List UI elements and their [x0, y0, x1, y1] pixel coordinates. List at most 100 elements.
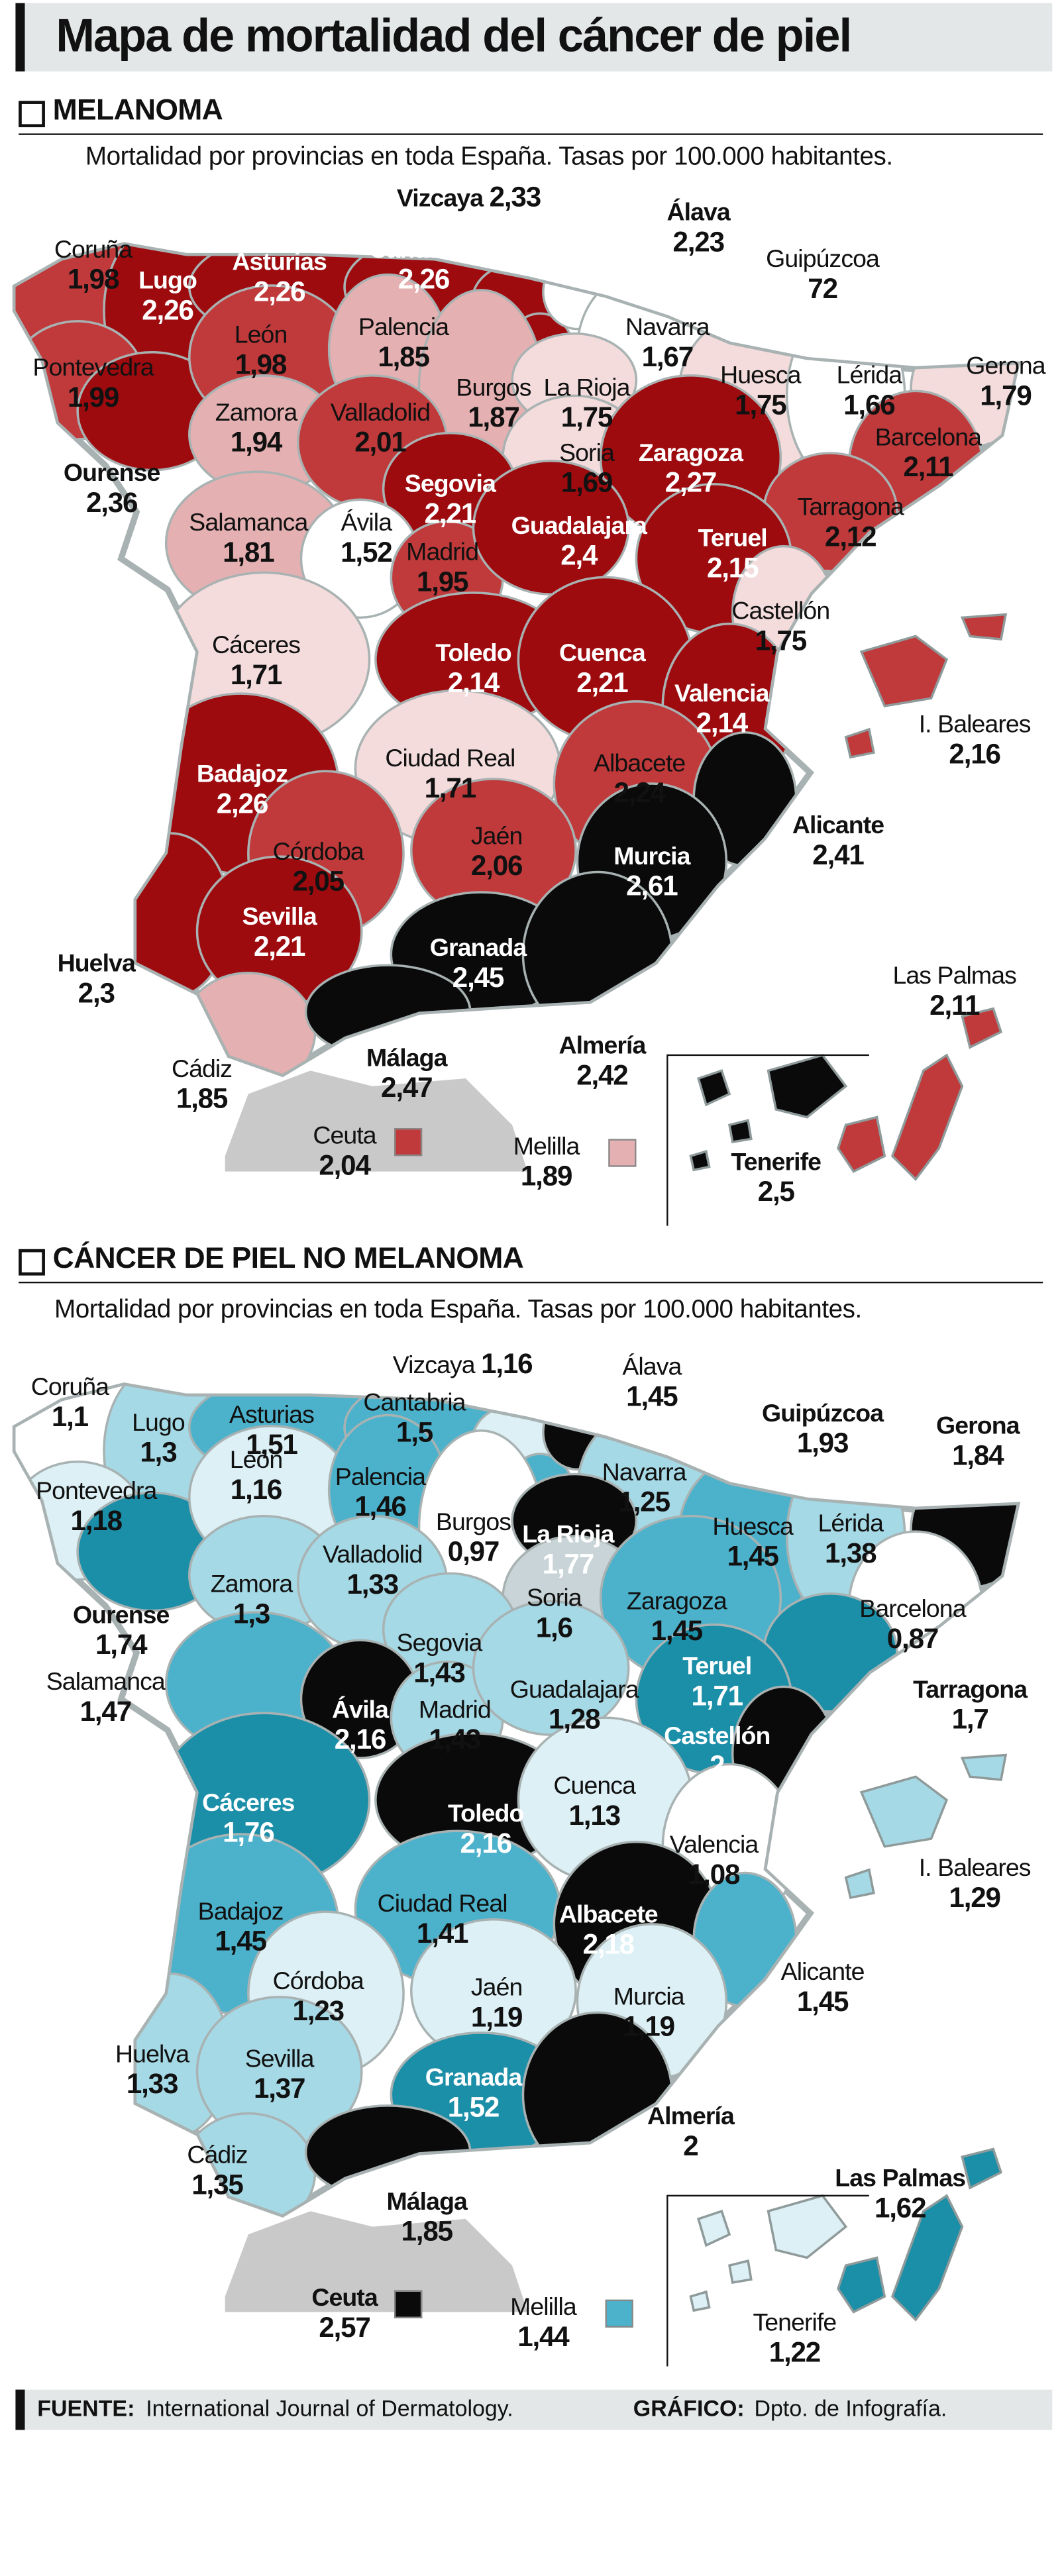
province-name: Cuenca — [559, 641, 646, 668]
province-name: Ourense — [63, 460, 160, 488]
province-value: 1,16 — [481, 1348, 533, 1380]
province-label: Barcelona 2,11 — [875, 424, 982, 483]
province-value: 1,71 — [691, 1680, 744, 1712]
province-label: Huesca 1,75 — [720, 362, 801, 421]
province-name: Huesca — [712, 1514, 793, 1541]
province-label: Sevilla 2,21 — [242, 903, 317, 962]
province-value: 2,3 — [78, 977, 115, 1009]
province-value: 1,38 — [825, 1537, 877, 1569]
las-palmas-island-shape — [961, 1007, 1003, 1049]
province-value: 1,89 — [520, 1160, 573, 1192]
province-value: 1,08 — [688, 1859, 741, 1890]
province-label: I. Baleares 2,16 — [919, 711, 1032, 770]
province-name: Vizcaya — [392, 1353, 476, 1380]
province-name: Badajoz — [197, 1899, 284, 1926]
province-value: 2,45 — [452, 962, 505, 994]
province-name: Tenerife — [731, 1149, 822, 1176]
province-value: 2,26 — [253, 276, 306, 307]
province-value: 1,67 — [641, 341, 694, 373]
checkbox-square-icon — [19, 101, 45, 128]
province-value: 1,28 — [549, 1704, 601, 1735]
province-value: 0,87 — [886, 1623, 939, 1655]
province-label: Albacete 2,24 — [594, 749, 686, 809]
province-name: Jaén — [470, 1975, 523, 2002]
province-label: Segovia 2,21 — [405, 470, 496, 529]
province-label: Murcia 1,19 — [613, 1983, 685, 2042]
province-value: 2,33 — [489, 181, 542, 213]
baleares-island-shape — [844, 727, 875, 759]
tenerife-island-shape — [689, 1149, 711, 1172]
province-value: 1,5 — [396, 1416, 433, 1448]
graphic-label: GRÁFICO: — [633, 2397, 745, 2422]
province-name: Lérida — [818, 1511, 884, 1538]
province-name: Teruel — [698, 526, 768, 552]
province-label: Soria 1,6 — [527, 1584, 582, 1643]
province-label: Ciudad Real 1,71 — [385, 745, 515, 803]
province-label: Córdoba 2,05 — [273, 838, 364, 897]
province-name: Las Palmas — [835, 2166, 966, 2193]
province-value: 2,36 — [85, 487, 138, 519]
province-value: 1,74 — [95, 1629, 148, 1661]
province-value: 2,26 — [398, 264, 450, 295]
province-name: Pontevedra — [36, 1478, 157, 1506]
province-value: 1,93 — [796, 1427, 849, 1459]
province-label: Pontevedra 1,18 — [36, 1477, 157, 1537]
province-value: 1,85 — [378, 341, 430, 373]
province-name: Segovia — [404, 472, 496, 498]
tenerife-island-shape — [727, 1119, 753, 1144]
province-value: 1,71 — [424, 772, 477, 804]
ceuta-color-square — [394, 2290, 423, 2318]
province-value: 1,62 — [874, 2192, 927, 2224]
section-melanoma-heading: MELANOMA — [19, 93, 1043, 135]
province-value: 1,7 — [951, 1704, 989, 1735]
province-name: La Rioja — [543, 375, 630, 402]
province-value: 1,75 — [755, 625, 808, 656]
province-name: Alicante — [792, 813, 884, 840]
province-value: 0,97 — [447, 1536, 500, 1568]
province-label: Valladolid 2,01 — [331, 399, 431, 458]
province-value: 1,33 — [346, 1569, 399, 1600]
province-name: Salamanca — [46, 1669, 166, 1696]
province-label: Toledo 2,14 — [435, 639, 511, 698]
province-label: Pontevedra 1,99 — [32, 354, 154, 413]
province-label: Guipúzcoa 72 — [766, 245, 880, 304]
province-name: Málaga — [386, 2189, 467, 2216]
province-name: Badajoz — [196, 762, 288, 789]
province-label: Granada 1,52 — [425, 2064, 522, 2123]
province-label: Ourense 2,36 — [64, 459, 160, 518]
province-name: Huelva — [115, 2041, 189, 2069]
province-name: Lugo — [132, 1410, 186, 1437]
melilla-color-square — [605, 2299, 633, 2328]
province-value: 2 — [683, 2130, 698, 2162]
province-label: Cádiz 1,85 — [172, 1055, 233, 1114]
province-name: Toledo — [448, 1801, 524, 1828]
las-palmas-island-shape — [837, 1115, 886, 1173]
province-name: Tenerife — [753, 2310, 837, 2337]
province-value: 1,43 — [413, 1657, 466, 1688]
tenerife-island-shape — [767, 1053, 848, 1119]
province-label: Burgos 1,87 — [456, 374, 531, 433]
province-value: 1,99 — [67, 382, 120, 413]
province-label: Coruña 1,1 — [31, 1373, 109, 1432]
province-value: 1,43 — [429, 1724, 482, 1755]
province-label: Valladolid 1,33 — [323, 1541, 423, 1600]
province-shapes — [12, 242, 1021, 1226]
province-name: Gerona — [966, 354, 1045, 380]
province-name: Guadalajara — [511, 513, 647, 541]
province-value: 2,05 — [292, 866, 345, 898]
province-label: Málaga 2,47 — [366, 1045, 447, 1104]
province-name: Ávila — [341, 510, 393, 537]
province-label: Zaragoza 1,45 — [627, 1587, 727, 1646]
province-label: Ávila 1,52 — [341, 509, 393, 568]
province-value: 1,81 — [223, 537, 275, 568]
province-value: 2,24 — [613, 777, 666, 809]
province-name: León — [229, 1447, 284, 1474]
province-label: Asturias 1,51 — [229, 1401, 315, 1460]
province-value: 1,18 — [70, 1505, 123, 1537]
province-label: La Rioja 1,77 — [522, 1521, 614, 1580]
province-value: 1,79 — [980, 380, 1032, 411]
province-label: Burgos 0,97 — [436, 1508, 511, 1567]
baleares-island-shape — [960, 613, 1008, 641]
province-value: 2,23 — [672, 227, 725, 258]
province-name: Zaragoza — [638, 440, 743, 468]
